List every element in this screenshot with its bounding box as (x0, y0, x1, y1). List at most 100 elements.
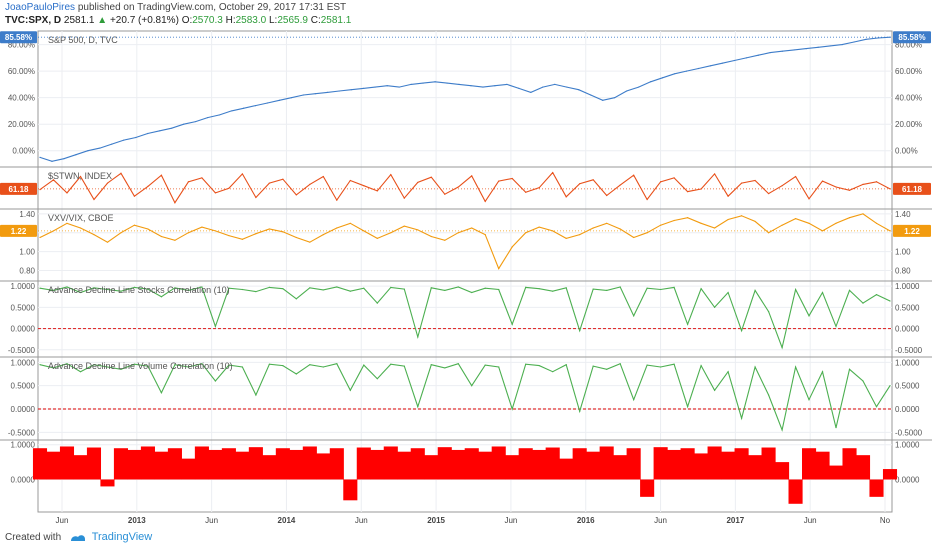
y-tick-label-right: 1.0000 (895, 282, 920, 291)
area-bar (127, 449, 142, 480)
area-bar (748, 455, 763, 480)
series-point (511, 323, 513, 325)
series-point (673, 219, 675, 222)
series-line (39, 171, 891, 204)
series-point (848, 289, 851, 291)
series-point (565, 287, 567, 289)
series-point (457, 363, 459, 365)
author-link[interactable]: JoaoPauloPires (5, 2, 76, 13)
area-bar (383, 446, 398, 480)
series-point (187, 366, 190, 368)
series-point (87, 150, 89, 152)
series-point (171, 127, 173, 129)
series-point (637, 86, 640, 88)
series-point (614, 97, 616, 99)
series-point (322, 234, 324, 236)
series-point (709, 65, 712, 67)
series-point (295, 236, 297, 239)
area-bar (788, 479, 803, 504)
series-point (754, 220, 756, 223)
y-tick-label-right: 80.00% (895, 41, 922, 50)
last-value-badge-right (893, 182, 931, 195)
series-point (174, 364, 176, 366)
series-point (646, 232, 648, 234)
series-line (39, 213, 891, 270)
series-point (835, 222, 837, 224)
area-bar (140, 446, 155, 480)
area-bar (181, 458, 196, 480)
series-point (282, 231, 284, 233)
series-point (457, 186, 459, 188)
series-point (619, 184, 621, 186)
series-point (218, 114, 221, 116)
series-point (590, 94, 592, 96)
y-tick-label-right: 0.0000 (895, 475, 920, 484)
y-tick-label-left: 20.00% (8, 120, 35, 129)
area-bar (424, 455, 439, 480)
area-bar (356, 447, 371, 480)
series-point (740, 215, 743, 217)
series-point (457, 286, 459, 288)
series-point (552, 172, 554, 174)
series-point (363, 287, 365, 289)
tradingview-brand-link[interactable]: TradingView (91, 531, 153, 543)
series-point (685, 70, 688, 72)
series-point (808, 198, 810, 200)
x-tick-label: Jun (804, 516, 817, 525)
series-point (619, 228, 621, 230)
series-point (740, 182, 743, 184)
series-point (646, 287, 648, 289)
series-point (781, 185, 783, 187)
series-point (430, 235, 432, 238)
series-point (525, 191, 527, 193)
area-bar (343, 479, 358, 501)
chart-canvas[interactable]: Jun 2013 Jun 2014 Jun 2015 Jun 2016 Jun 2017 Jun No… (0, 0, 932, 530)
series-point (160, 296, 163, 298)
published-text: published on TradingView.com, October 29… (77, 2, 347, 13)
series-point (278, 99, 281, 101)
series-point (794, 218, 797, 220)
area-bar (721, 451, 736, 480)
series-point (133, 286, 136, 288)
series-point (410, 83, 412, 86)
pane-title: Advance Decline Line Stocks Correlation … (48, 285, 230, 295)
symbol-name: TVC:SPX, D (5, 15, 62, 26)
y-tick-label-right: -0.5000 (895, 346, 923, 355)
series-point (302, 94, 304, 96)
series-point (829, 45, 831, 47)
series-point (336, 199, 338, 201)
last-price: 2581.1 (63, 15, 95, 26)
series-point (646, 198, 648, 201)
series-point (458, 83, 460, 86)
series-point (295, 194, 297, 196)
area-bar (235, 451, 250, 480)
series-point (338, 90, 340, 92)
series-point (403, 288, 405, 290)
x-tick-label: Jun (205, 516, 218, 525)
area-bar (667, 449, 682, 480)
series-point (633, 174, 635, 176)
series-point (66, 363, 68, 365)
area-bar (532, 449, 547, 480)
series-point (111, 143, 113, 145)
y-tick-label-right: 0.5000 (895, 382, 920, 391)
series-point (757, 54, 759, 56)
series-point (120, 368, 122, 370)
last-value-badge-left (0, 31, 37, 44)
area-bar (302, 446, 317, 480)
series-point (159, 130, 161, 132)
series-point (39, 287, 41, 289)
series-point (592, 179, 594, 181)
series-point (255, 291, 257, 293)
series-point (314, 93, 316, 95)
series-point (201, 363, 203, 365)
series-point (444, 193, 446, 195)
series-point (626, 90, 628, 92)
series-point (147, 132, 149, 135)
series-point (660, 181, 662, 183)
y-tick-label-left: 60.00% (8, 67, 35, 76)
series-point (781, 429, 783, 431)
series-point (230, 110, 233, 112)
series-point (767, 394, 770, 396)
pane-title: Advance Decline Line Volume Correlation … (48, 361, 233, 371)
